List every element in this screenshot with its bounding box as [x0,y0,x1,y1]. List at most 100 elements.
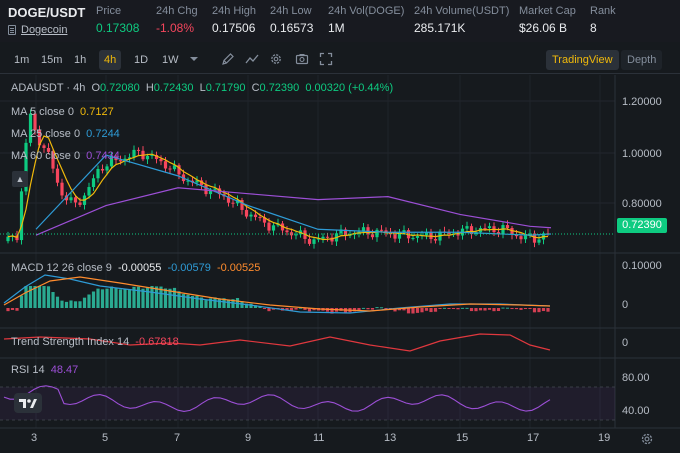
indicator-icon[interactable] [245,52,259,66]
macd-bar [91,291,96,308]
rsi-line [3,385,551,412]
macd-bar [465,307,469,309]
macd-bar [420,308,424,313]
stat-24h-change: 24h Chg -1.08% [156,5,198,35]
macd-label: MACD 12 26 close 9 [11,262,112,274]
macd-bar [154,286,159,308]
macd-bar [118,289,123,308]
candle-body [415,236,420,238]
settings-icon[interactable] [269,52,283,66]
macd-bar [523,308,528,309]
macd-bar [501,307,505,309]
tsi-value: -0.67818 [135,336,179,348]
stat-24h-volume-usdt: 24h Volume(USDT) 285.171K [414,5,509,35]
macd-bar [141,288,145,308]
macd-bar [199,297,204,308]
macd-bar [262,308,267,309]
candle-body [64,195,69,201]
chart-area[interactable]: ADAUSDT · 4h O0.72080 H0.72430 L0.71790 … [0,75,680,453]
macd-bar [460,307,465,309]
candle-body [195,180,199,183]
price-chart[interactable] [0,75,680,453]
candle-body [136,149,141,151]
macd-bar [231,299,235,308]
stat-value: 0.16573 [270,21,314,35]
stat-market-cap: Market Cap $26.06 B [519,5,576,35]
ma25-value: 0.7244 [86,128,120,140]
macd-bar [46,286,51,308]
macd-bar [366,308,370,310]
coin-link-label[interactable]: Dogecoin [21,24,68,36]
depth-tab[interactable]: Depth [621,50,663,70]
close-key: C [251,82,260,94]
macd-bar [532,308,537,313]
chevron-down-icon[interactable] [187,52,201,66]
candle-body [402,230,406,233]
macd-bar [505,307,510,309]
ma5-legend: MA 5 close 0 0.7127 [11,106,117,118]
timeframe-4h[interactable]: 4h [99,50,122,70]
macd-bar [528,308,532,309]
ohlc-legend: ADAUSDT · 4h O0.72080 H0.72430 L0.71790 … [11,82,396,94]
macd-bar [186,294,190,308]
candle-body [316,238,321,240]
candle-body [19,191,24,241]
ma5-value: 0.7127 [80,106,114,118]
chart-settings-icon[interactable] [640,432,654,446]
symbol-label: ADAUSDT · 4h [11,82,86,94]
time-axis-label: 5 [102,432,109,444]
macd-bar [109,286,114,308]
stat-value: $26.06 B [519,21,568,35]
candle-body [361,227,366,232]
macd-bar [510,308,514,310]
timeframe-1d[interactable]: 1D [134,54,149,66]
candle-body [262,217,267,223]
candle-body [456,233,460,236]
candle-body [118,160,123,162]
tradingview-tab[interactable]: TradingView [546,50,619,70]
stat-rank: Rank 8 [590,5,616,35]
candle-body [145,155,150,160]
candle-body [370,234,375,238]
macd-bar [163,288,168,308]
macd-axis-label: 0 [622,299,629,311]
macd-hist-value: -0.00525 [216,262,261,274]
coin-info-link[interactable]: Dogecoin [8,24,85,36]
close-value: 0.72390 [259,82,300,94]
timeframe-15m[interactable]: 15m [41,54,63,66]
candle-body [28,113,33,143]
pair-name: DOGE/USDT [8,5,86,20]
collapse-legend-button[interactable]: ▲ [12,171,28,187]
candle-body [91,178,96,188]
macd-bar [411,308,415,314]
macd-bar [10,308,15,311]
macd-bar [42,286,46,308]
macd-bar [15,308,19,311]
timeframe-1h[interactable]: 1h [74,54,87,66]
macd-bar [406,308,411,314]
timeframe-1m[interactable]: 1m [14,54,30,66]
candle-body [393,234,397,239]
candle-body [213,188,217,190]
candle-body [105,166,109,171]
macd-bar [492,308,496,312]
candle-body [433,239,438,241]
change-value: 0.00320 (+0.44%) [305,82,394,94]
high-value: 0.72430 [153,82,194,94]
macd-bar [447,308,451,309]
macd-bar [82,297,87,308]
timeframe-1w[interactable]: 1W [162,54,179,66]
macd-bar [73,301,78,308]
fullscreen-icon[interactable] [319,52,333,66]
macd-legend: MACD 12 26 close 9 -0.00055 -0.00579 -0.… [11,262,263,274]
camera-icon[interactable] [295,52,309,66]
price-axis-label: 1.20000 [622,96,662,108]
pencil-icon[interactable] [221,52,235,66]
candle-body [496,232,501,234]
macd-value: -0.00055 [117,262,162,274]
macd-bar [451,308,456,309]
rsi-band [0,387,615,420]
tradingview-logo [14,393,42,413]
macd-bar [537,308,541,313]
candle-body [249,214,253,217]
